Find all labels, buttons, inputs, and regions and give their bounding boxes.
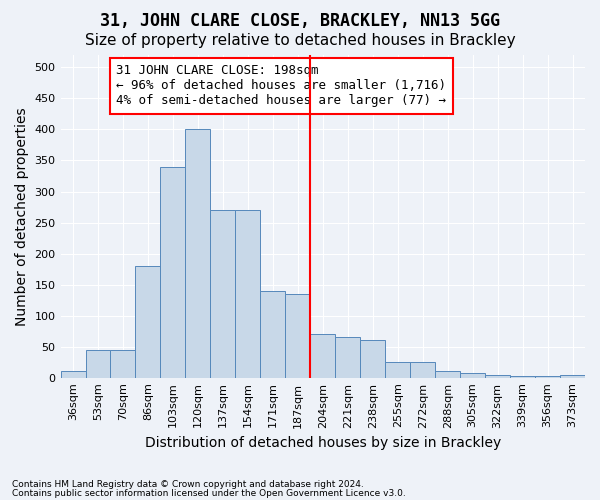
Bar xyxy=(110,350,136,378)
Bar xyxy=(61,372,86,378)
Bar xyxy=(535,376,560,378)
Text: 31, JOHN CLARE CLOSE, BRACKLEY, NN13 5GG: 31, JOHN CLARE CLOSE, BRACKLEY, NN13 5GG xyxy=(100,12,500,30)
Text: Size of property relative to detached houses in Brackley: Size of property relative to detached ho… xyxy=(85,32,515,48)
Bar xyxy=(485,374,510,378)
Bar xyxy=(160,166,185,378)
Bar xyxy=(211,210,235,378)
Bar xyxy=(360,340,385,378)
Bar xyxy=(410,362,435,378)
Bar xyxy=(260,291,286,378)
Bar xyxy=(385,362,410,378)
Bar xyxy=(310,334,335,378)
Bar xyxy=(335,338,360,378)
Bar xyxy=(185,130,211,378)
Y-axis label: Number of detached properties: Number of detached properties xyxy=(15,107,29,326)
Bar xyxy=(286,294,310,378)
Text: 31 JOHN CLARE CLOSE: 198sqm
← 96% of detached houses are smaller (1,716)
4% of s: 31 JOHN CLARE CLOSE: 198sqm ← 96% of det… xyxy=(116,64,446,108)
Text: Contains HM Land Registry data © Crown copyright and database right 2024.: Contains HM Land Registry data © Crown c… xyxy=(12,480,364,489)
Bar xyxy=(86,350,110,378)
Bar xyxy=(235,210,260,378)
Bar xyxy=(136,266,160,378)
Text: Contains public sector information licensed under the Open Government Licence v3: Contains public sector information licen… xyxy=(12,488,406,498)
Bar xyxy=(435,372,460,378)
Bar xyxy=(510,376,535,378)
Bar xyxy=(560,374,585,378)
Bar xyxy=(460,372,485,378)
X-axis label: Distribution of detached houses by size in Brackley: Distribution of detached houses by size … xyxy=(145,436,501,450)
